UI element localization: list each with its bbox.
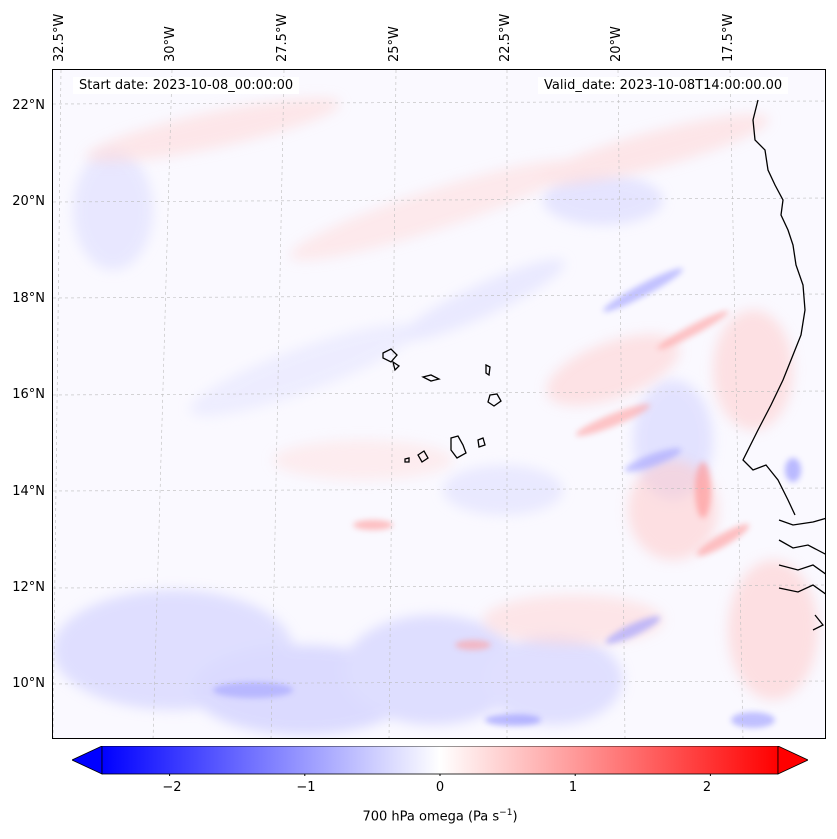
map-panel[interactable]: [52, 69, 826, 739]
start-date-label: Start date: 2023-10-08_00:00:00: [73, 77, 300, 94]
lat-label-14n: 14°N: [12, 484, 45, 499]
lat-label-22n: 22°N: [12, 98, 45, 113]
lon-label-17-5w: 17.5°W: [721, 13, 736, 62]
lon-label-20w: 20°W: [609, 26, 624, 62]
coastline: [382, 99, 825, 631]
colorbar-extend-min: [72, 746, 103, 775]
valid-date-label: Valid_date: 2023-10-08T14:00:00.00: [538, 77, 789, 94]
omega-field: [53, 97, 818, 735]
colorbar-label: 700 hPa omega (Pa s−1): [362, 808, 518, 825]
lon-label-22-5w: 22.5°W: [498, 13, 513, 62]
colorbar: [72, 746, 808, 776]
lat-label-12n: 12°N: [12, 580, 45, 595]
lon-label-27-5w: 27.5°W: [275, 13, 290, 62]
omega-field-map: [53, 70, 825, 738]
lat-label-16n: 16°N: [12, 387, 45, 402]
colorbar-tick-label: 0: [435, 780, 445, 795]
lat-label-20n: 20°N: [12, 194, 45, 209]
graticule: [53, 70, 825, 738]
colorbar-tick-label: −2: [162, 780, 182, 795]
colorbar-gradient: [101, 746, 779, 775]
colorbar-tick-label: −1: [296, 780, 316, 795]
colorbar-extend-max: [777, 746, 808, 775]
lon-label-25w: 25°W: [387, 26, 402, 62]
colorbar-tick-label: 1: [568, 780, 578, 795]
lat-label-10n: 10°N: [12, 676, 45, 691]
lon-label-32-5w: 32.5°W: [52, 13, 67, 62]
colorbar-ticks: [169, 774, 711, 776]
lon-label-30w: 30°W: [163, 26, 178, 62]
colorbar-tick-label: 2: [702, 780, 712, 795]
lat-label-18n: 18°N: [12, 291, 45, 306]
